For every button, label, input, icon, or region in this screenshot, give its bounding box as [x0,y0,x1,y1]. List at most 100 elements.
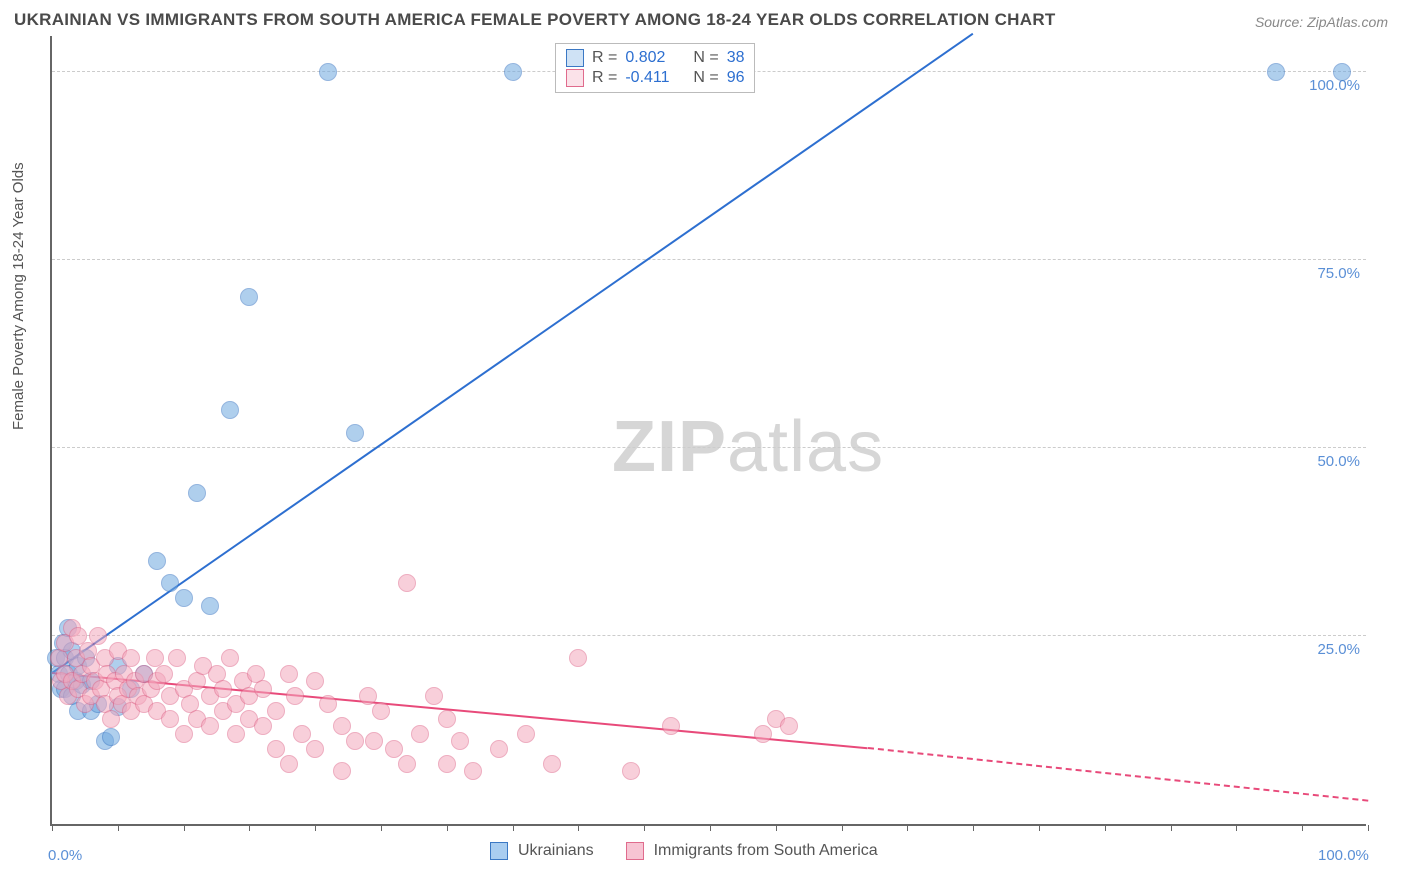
data-point [168,649,186,667]
data-point [780,717,798,735]
data-point [451,732,469,750]
x-tick [578,825,579,831]
data-point [102,728,120,746]
n-label: N = [693,69,718,87]
gridline-h [52,259,1366,260]
data-point [201,597,219,615]
legend-swatch [626,842,644,860]
x-tick [644,825,645,831]
data-point [280,755,298,773]
legend-swatch [490,842,508,860]
data-point [155,665,173,683]
data-point [543,755,561,773]
series-legend: Ukrainians Immigrants from South America [490,842,900,860]
data-point [102,710,120,728]
x-tick-label: 100.0% [1318,847,1369,864]
x-tick [776,825,777,831]
data-point [254,717,272,735]
legend-swatch [566,69,584,87]
n-value: 38 [727,49,745,67]
source-attribution: Source: ZipAtlas.com [1255,14,1388,30]
x-tick [513,825,514,831]
gridline-h [52,635,1366,636]
x-tick-label: 0.0% [48,847,82,864]
chart-title: UKRAINIAN VS IMMIGRANTS FROM SOUTH AMERI… [14,10,1056,30]
x-tick [842,825,843,831]
data-point [359,687,377,705]
legend-label: Ukrainians [518,842,594,860]
x-tick [907,825,908,831]
data-point [240,288,258,306]
trend-line [51,32,973,673]
x-tick [447,825,448,831]
data-point [175,725,193,743]
x-tick [381,825,382,831]
data-point [365,732,383,750]
data-point [286,687,304,705]
legend-label: Immigrants from South America [654,842,878,860]
data-point [346,424,364,442]
x-tick [1236,825,1237,831]
data-point [267,702,285,720]
data-point [254,680,272,698]
data-point [306,740,324,758]
legend-swatch [566,49,584,67]
correlation-legend: R = 0.802 N = 38R = -0.411 N = 96 [555,43,755,93]
data-point [1267,63,1285,81]
data-point [398,574,416,592]
data-point [201,717,219,735]
x-tick [184,825,185,831]
r-value: 0.802 [625,49,679,67]
data-point [1333,63,1351,81]
x-tick [1368,825,1369,831]
legend-row: R = 0.802 N = 38 [566,48,744,68]
data-point [622,762,640,780]
data-point [438,755,456,773]
data-point [306,672,324,690]
y-axis-label: Female Poverty Among 18-24 Year Olds [10,162,27,430]
x-tick [315,825,316,831]
x-tick [710,825,711,831]
trend-line [868,747,1368,802]
data-point [293,725,311,743]
legend-row: R =-0.411N =96 [566,68,744,88]
plot-area: ZIPatlas 25.0%50.0%75.0%100.0% [50,36,1366,826]
data-point [333,717,351,735]
n-label: N = [693,49,718,67]
data-point [148,552,166,570]
data-point [188,484,206,502]
x-tick [249,825,250,831]
data-point [662,717,680,735]
data-point [161,574,179,592]
data-point [372,702,390,720]
data-point [569,649,587,667]
x-tick [1039,825,1040,831]
data-point [490,740,508,758]
data-point [411,725,429,743]
data-point [267,740,285,758]
r-value: -0.411 [625,69,679,87]
data-point [214,680,232,698]
data-point [221,401,239,419]
x-tick [118,825,119,831]
data-point [319,63,337,81]
x-tick [1105,825,1106,831]
chart-container: UKRAINIAN VS IMMIGRANTS FROM SOUTH AMERI… [0,0,1406,892]
data-point [754,725,772,743]
data-point [227,725,245,743]
y-tick-label: 75.0% [1317,265,1360,282]
gridline-h [52,447,1366,448]
x-tick [1171,825,1172,831]
n-value: 96 [727,69,745,87]
y-tick-label: 50.0% [1317,453,1360,470]
x-tick [52,825,53,831]
data-point [280,665,298,683]
data-point [425,687,443,705]
data-point [438,710,456,728]
data-point [385,740,403,758]
data-point [161,710,179,728]
r-label: R = [592,49,617,67]
data-point [333,762,351,780]
data-point [122,649,140,667]
x-tick [1302,825,1303,831]
